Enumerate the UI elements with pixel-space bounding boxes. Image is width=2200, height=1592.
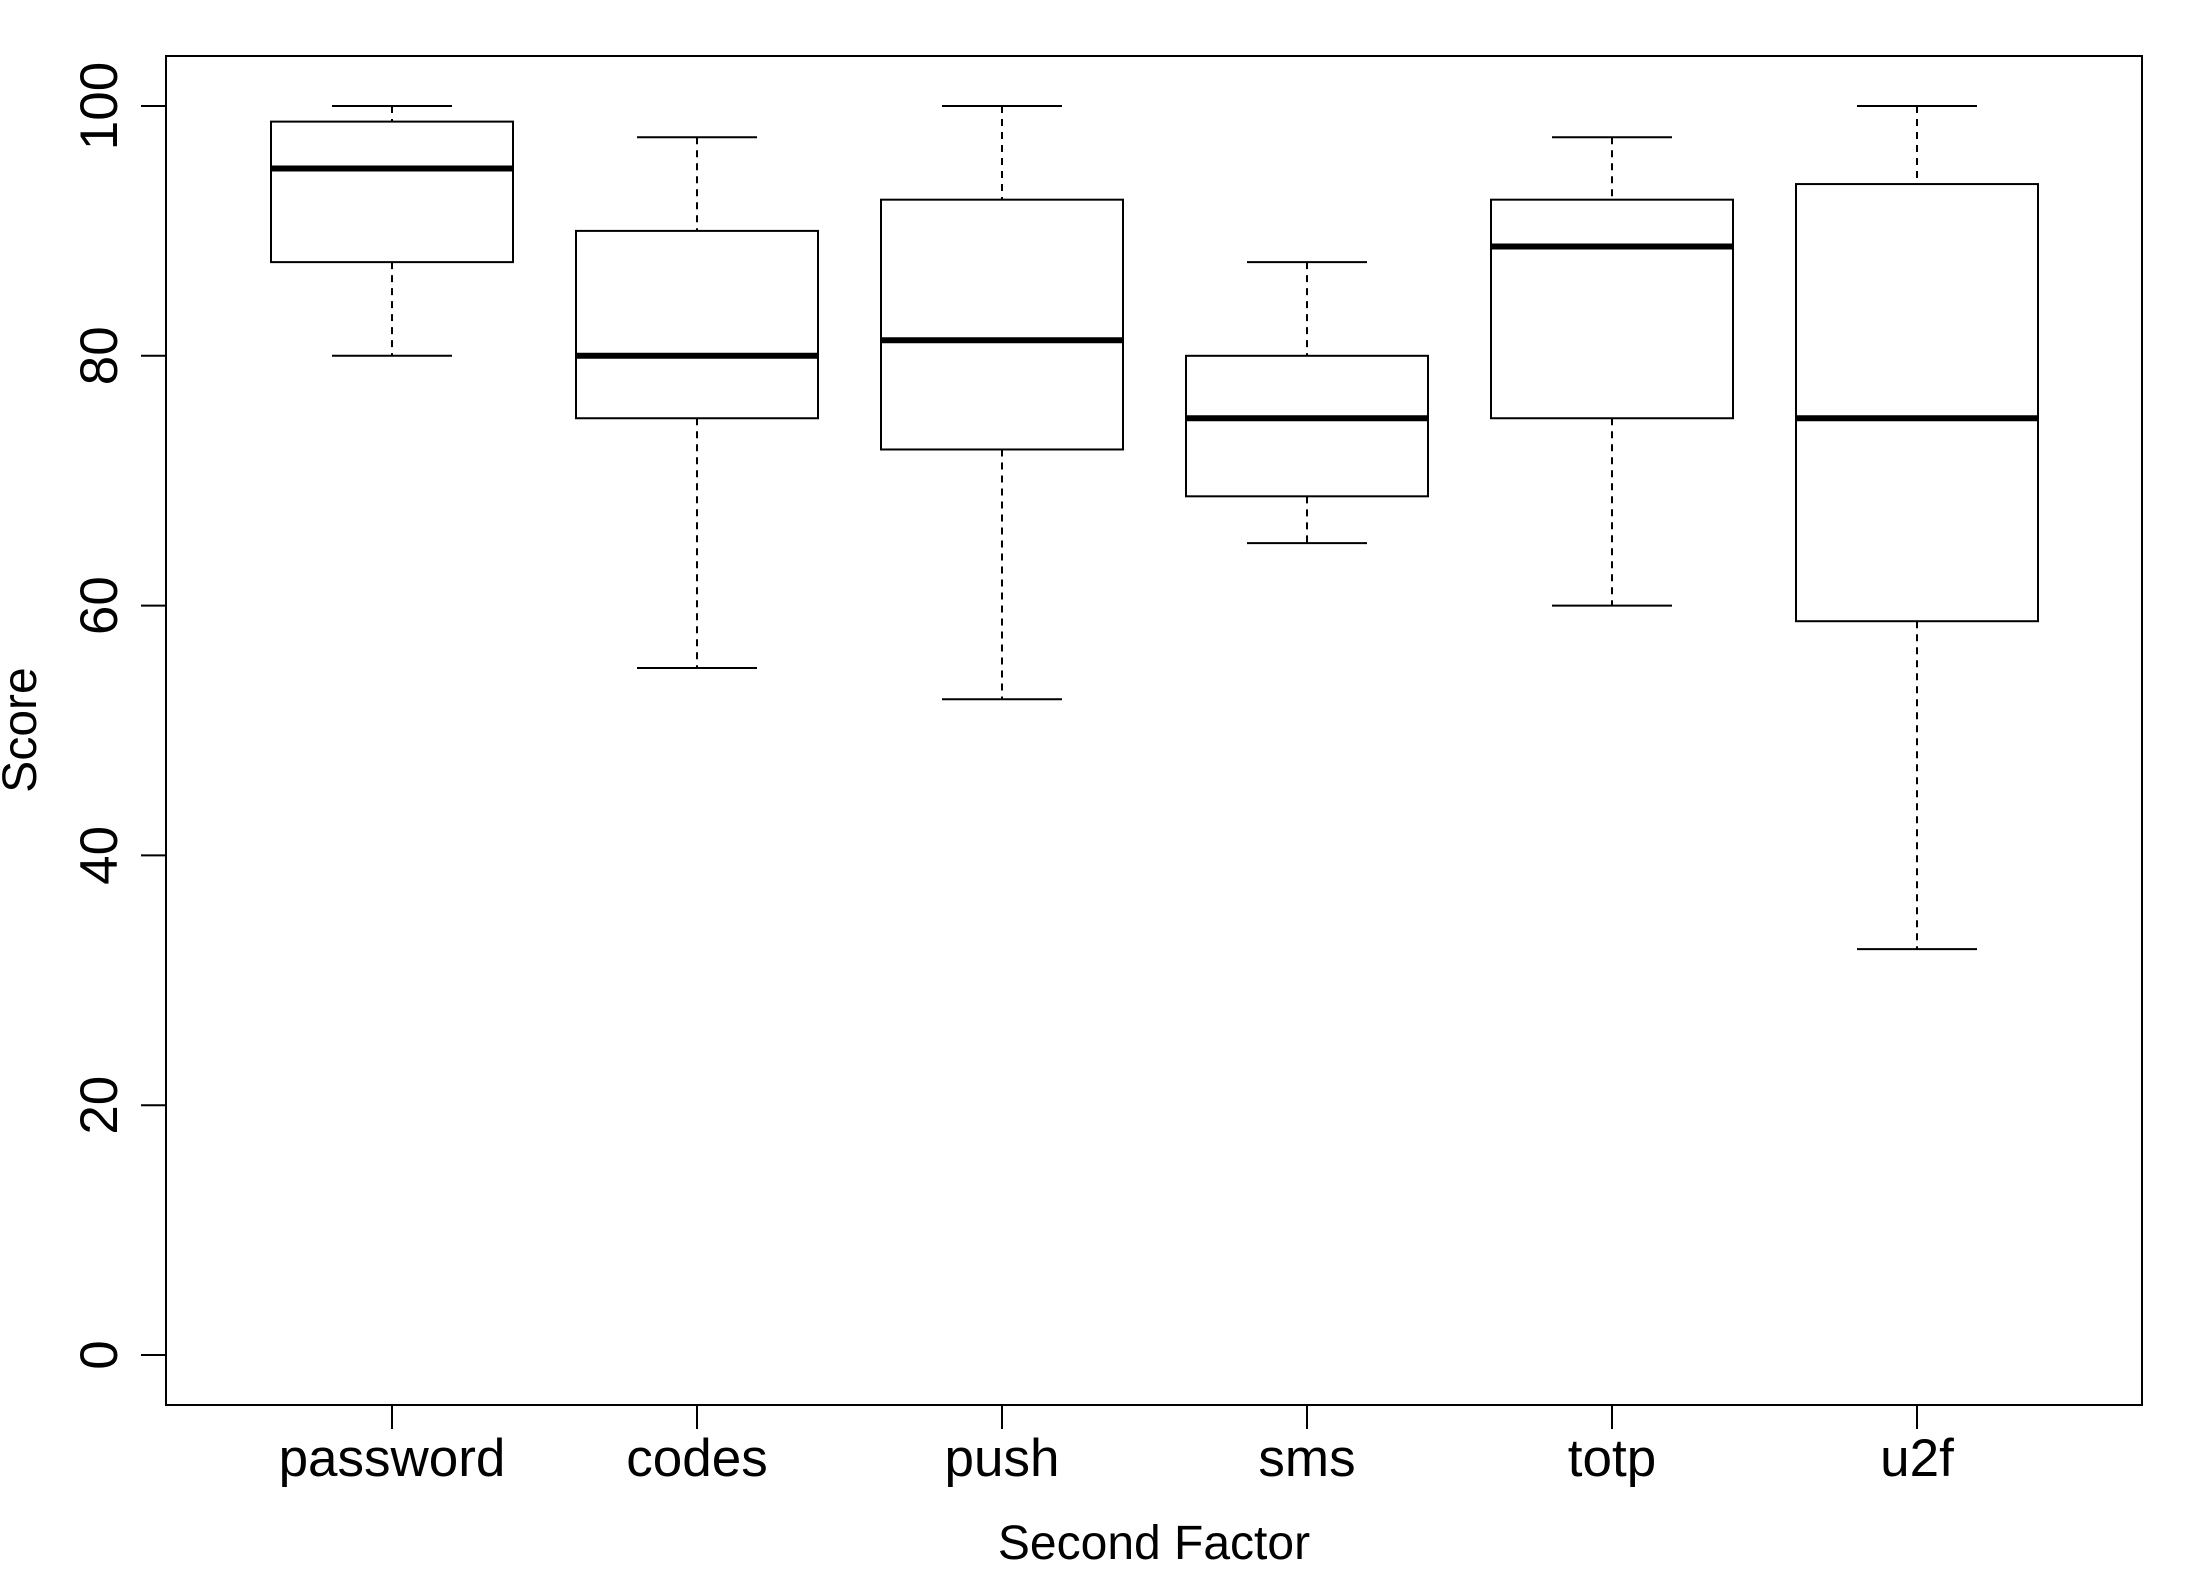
iqr-box bbox=[575, 229, 819, 420]
x-tick-label: totp bbox=[1568, 1429, 1656, 1488]
box-push bbox=[880, 105, 1124, 701]
x-axis: password codes push sms totp u2f bbox=[279, 1404, 1954, 1488]
y-tick-label: 80 bbox=[70, 326, 129, 385]
iqr-box bbox=[880, 198, 1124, 451]
box-u2f bbox=[1795, 105, 2039, 951]
x-tick-label: u2f bbox=[1880, 1429, 1954, 1488]
iqr-box bbox=[1185, 354, 1429, 498]
box-totp bbox=[1490, 136, 1734, 607]
y-tick-label: 100 bbox=[70, 62, 129, 150]
y-tick-label: 0 bbox=[70, 1340, 129, 1369]
box-codes bbox=[575, 136, 819, 670]
x-tick-label: codes bbox=[626, 1429, 767, 1488]
box-password bbox=[270, 105, 514, 357]
y-tick-label: 40 bbox=[70, 826, 129, 885]
iqr-box bbox=[270, 120, 514, 264]
iqr-box bbox=[1490, 198, 1734, 420]
x-axis-label: Second Factor bbox=[998, 1517, 1310, 1570]
x-tick-label: password bbox=[279, 1429, 506, 1488]
y-axis-label: Score bbox=[0, 667, 47, 792]
y-tick-label: 60 bbox=[70, 576, 129, 635]
x-tick-label: sms bbox=[1258, 1429, 1355, 1488]
box-sms bbox=[1185, 261, 1429, 545]
iqr-box bbox=[1795, 183, 2039, 623]
boxes-layer bbox=[270, 105, 2039, 951]
y-tick-label: 20 bbox=[70, 1076, 129, 1135]
x-tick-label: push bbox=[945, 1429, 1060, 1488]
y-axis: 0 20 40 60 80 100 bbox=[70, 62, 167, 1370]
